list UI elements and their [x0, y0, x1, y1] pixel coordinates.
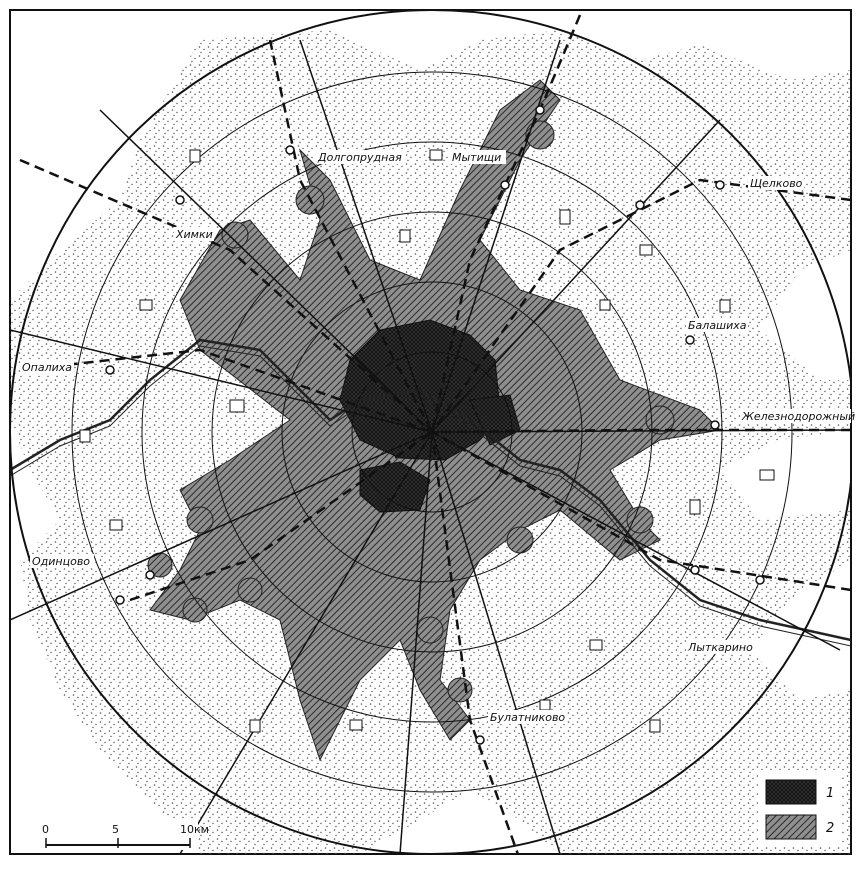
- city-labels: Долгопрудная Мытищи Химки Щелково Балаши…: [20, 150, 855, 724]
- city-label: Железнодорожный: [741, 410, 855, 423]
- settlements: [79, 149, 775, 733]
- legend-label: 2: [826, 821, 834, 836]
- scale-tick-label: 0: [42, 823, 49, 836]
- city-label: Щелково: [750, 177, 803, 190]
- legend-swatch-2: [765, 814, 817, 840]
- legend: 1 2: [758, 770, 842, 846]
- city-label: Опалиха: [22, 361, 72, 374]
- city-label: Мытищи: [452, 151, 501, 164]
- legend-label: 1: [826, 786, 834, 801]
- roads: [10, 39, 851, 854]
- scale-tick-label: 5: [112, 823, 119, 836]
- city-label: Химки: [175, 228, 213, 241]
- scale-tick-label: 10км: [180, 823, 209, 836]
- city-label: Булатниково: [490, 711, 565, 724]
- river: [10, 338, 851, 642]
- station-markers: [105, 105, 765, 745]
- legend-swatch-1: [765, 779, 817, 805]
- distance-rings: [10, 10, 851, 854]
- river-bank: [10, 345, 851, 647]
- scale-bar: 0 5 10км: [34, 820, 209, 850]
- city-label: Балашиха: [688, 319, 747, 332]
- city-label: Долгопрудная: [317, 151, 402, 164]
- city-label: Лыткарино: [687, 641, 753, 654]
- city-label: Одинцово: [32, 555, 90, 568]
